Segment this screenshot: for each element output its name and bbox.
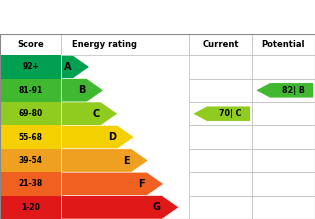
Text: Potential: Potential <box>262 40 305 49</box>
Text: C: C <box>92 109 99 119</box>
Bar <box>0 55 61 79</box>
Text: G: G <box>152 202 161 212</box>
Text: 82| B: 82| B <box>282 86 305 95</box>
Polygon shape <box>61 102 117 125</box>
Text: A: A <box>64 62 71 72</box>
Text: D: D <box>108 132 116 142</box>
Text: B: B <box>78 85 85 95</box>
Bar <box>189 34 252 55</box>
Bar <box>0 196 61 219</box>
Bar <box>0 102 61 125</box>
Bar <box>189 125 252 149</box>
Bar <box>61 34 189 55</box>
Polygon shape <box>61 125 134 149</box>
Bar <box>189 79 252 102</box>
Bar <box>252 172 315 196</box>
Text: 81-91: 81-91 <box>19 86 43 95</box>
Bar <box>189 102 252 125</box>
Polygon shape <box>61 55 89 79</box>
Text: 69-80: 69-80 <box>19 109 43 118</box>
Polygon shape <box>61 149 148 172</box>
Bar <box>252 34 315 55</box>
Text: Current: Current <box>202 40 239 49</box>
Bar <box>0 34 61 55</box>
Bar <box>252 125 315 149</box>
Text: Energy rating: Energy rating <box>72 40 137 49</box>
Text: 21-38: 21-38 <box>19 179 43 188</box>
Bar <box>0 149 61 172</box>
Bar <box>189 172 252 196</box>
Text: E: E <box>123 155 130 166</box>
Bar <box>189 196 252 219</box>
Polygon shape <box>193 106 250 121</box>
Polygon shape <box>61 172 163 196</box>
Bar <box>189 149 252 172</box>
Polygon shape <box>61 79 104 102</box>
Bar <box>0 125 61 149</box>
Text: Energy Efficiency Rating: Energy Efficiency Rating <box>8 10 210 25</box>
Text: 70| C: 70| C <box>219 109 241 118</box>
Bar <box>252 102 315 125</box>
Bar <box>189 55 252 79</box>
Bar <box>0 79 61 102</box>
Text: 55-68: 55-68 <box>19 133 43 142</box>
Polygon shape <box>61 196 179 219</box>
Bar <box>252 55 315 79</box>
Text: F: F <box>139 179 145 189</box>
Bar <box>252 149 315 172</box>
Text: 1-20: 1-20 <box>21 203 40 212</box>
Text: Score: Score <box>17 40 44 49</box>
Text: 92+: 92+ <box>22 62 39 71</box>
Text: 39-54: 39-54 <box>19 156 43 165</box>
Bar <box>0 172 61 196</box>
Polygon shape <box>256 83 313 98</box>
Bar <box>252 79 315 102</box>
Bar <box>252 196 315 219</box>
